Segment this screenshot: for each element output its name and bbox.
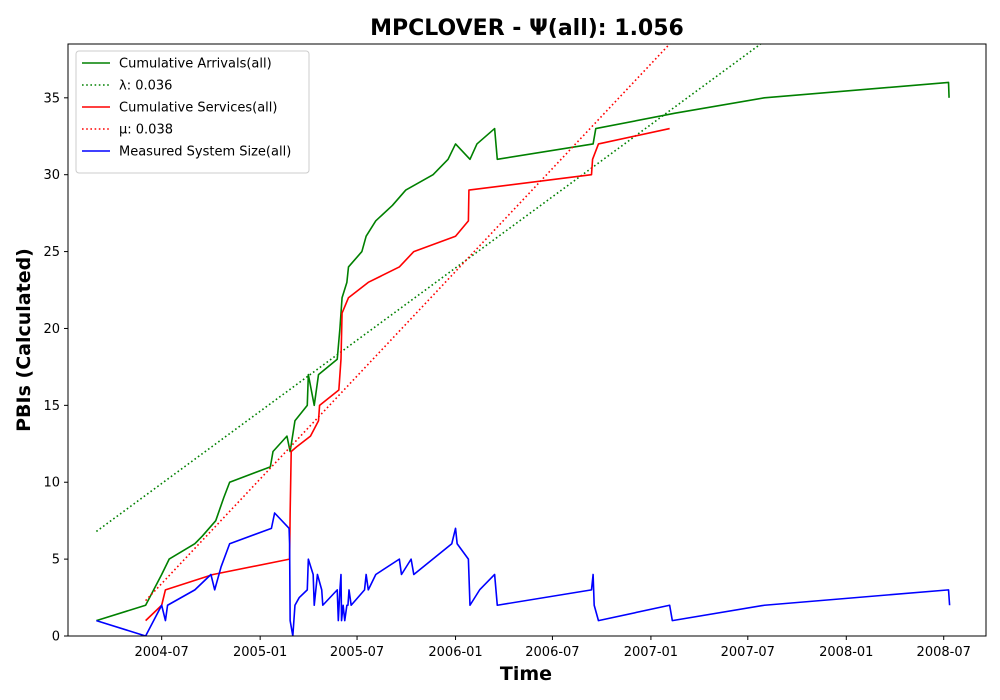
- chart-title: MPCLOVER - Ψ(all): 1.056: [370, 16, 684, 41]
- x-axis-label: Time: [500, 663, 552, 685]
- legend-label: μ: 0.038: [119, 123, 173, 138]
- legend-label: Measured System Size(all): [119, 145, 291, 160]
- legend-label: λ: 0.036: [119, 79, 172, 94]
- y-axis: 0 5 10 15 20 25 30 35: [43, 91, 68, 645]
- x-tick-label: 2006-07: [525, 645, 579, 660]
- plot-frame: [67, 43, 987, 637]
- x-tick-label: 2005-07: [330, 645, 384, 660]
- x-tick-label: 2004-07: [135, 645, 189, 660]
- series-line-2: [145, 127, 670, 622]
- x-tick-label: 2007-01: [624, 645, 678, 660]
- series-line-1: [95, 44, 762, 533]
- x-tick-label: 2008-01: [819, 645, 873, 660]
- y-tick-label: 5: [52, 553, 60, 568]
- y-tick-label: 20: [43, 322, 60, 337]
- x-tick-label: 2007-07: [721, 645, 775, 660]
- series-line-3: [145, 44, 671, 602]
- x-tick-label: 2005-01: [233, 645, 287, 660]
- y-tick-label: 15: [43, 399, 60, 414]
- x-axis: 2004-07 2005-01 2005-07 2006-01 2006-07 2007-…: [135, 636, 971, 660]
- series-line-0: [96, 81, 950, 622]
- legend-label: Cumulative Arrivals(all): [119, 57, 272, 72]
- legend-box: [75, 50, 310, 174]
- legend-label: Cumulative Services(all): [119, 101, 277, 116]
- x-tick-label: 2008-07: [917, 645, 971, 660]
- y-tick-label: 25: [43, 245, 60, 260]
- y-tick-label: 10: [43, 476, 60, 491]
- x-tick-label: 2006-01: [428, 645, 482, 660]
- plot-area: [95, 44, 951, 636]
- series-line-4: [96, 512, 951, 636]
- y-axis-label: PBIs (Calculated): [13, 248, 35, 432]
- y-tick-label: 30: [43, 168, 60, 183]
- legend: Cumulative Arrivals(all) λ: 0.036 Cumulati…: [75, 50, 310, 174]
- y-tick-label: 0: [52, 630, 60, 645]
- y-tick-label: 35: [43, 91, 60, 106]
